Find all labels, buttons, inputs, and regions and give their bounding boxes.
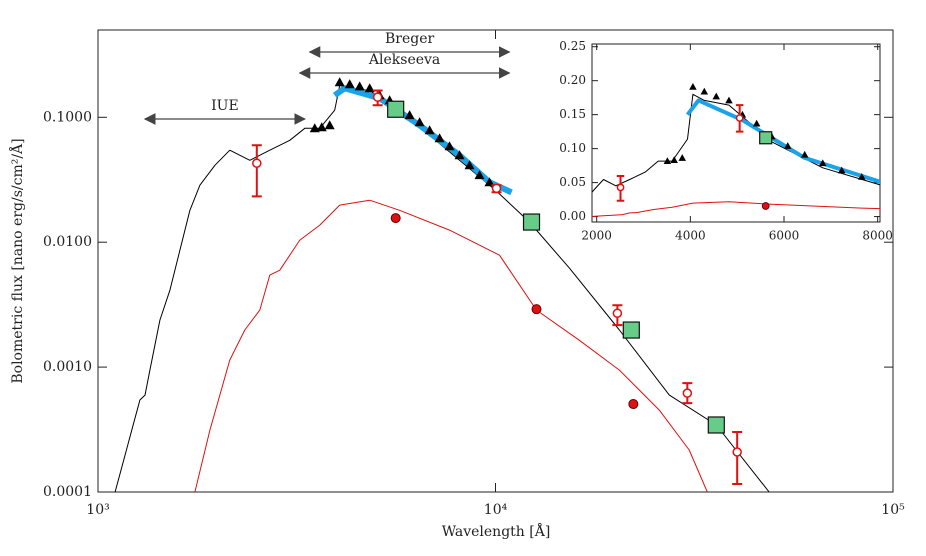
range-label: Alekseeva xyxy=(368,52,440,68)
triangle-marker xyxy=(484,177,495,187)
y-tick-label: 0.0100 xyxy=(43,234,92,250)
circle-marker xyxy=(531,304,542,315)
y-tick-label: 0.00 xyxy=(559,209,586,223)
triangle-marker xyxy=(689,83,697,90)
open-circle-marker xyxy=(732,447,742,457)
range-label: IUE xyxy=(211,98,239,114)
spectrum-line xyxy=(592,201,880,217)
open-circle-marker xyxy=(616,183,625,192)
circle-marker xyxy=(761,202,770,210)
y-tick-label: 0.10 xyxy=(559,141,586,155)
triangle-marker xyxy=(725,96,733,104)
triangle-marker xyxy=(752,119,761,127)
spectrum-line xyxy=(592,93,880,193)
x-tick-label: 4000 xyxy=(675,229,706,243)
triangle-marker xyxy=(858,173,866,180)
x-tick-label: 2000 xyxy=(581,229,612,243)
spectrum-line xyxy=(194,199,708,492)
triangle-marker xyxy=(334,77,345,87)
triangle-marker xyxy=(464,160,475,170)
square-marker xyxy=(622,321,640,339)
square-marker xyxy=(387,100,405,118)
triangle-marker xyxy=(424,125,435,135)
square-marker xyxy=(707,416,725,434)
triangle-marker xyxy=(879,184,880,186)
square-marker xyxy=(522,213,541,231)
triangle-marker xyxy=(354,81,365,91)
x-axis-label: Wavelength [Å] xyxy=(442,522,551,540)
y-tick-label: 0.20 xyxy=(559,73,586,87)
triangle-marker xyxy=(414,117,425,127)
plot-area xyxy=(114,77,770,492)
error-bar xyxy=(251,144,262,198)
y-tick-label: 0.15 xyxy=(559,107,586,121)
error-bar xyxy=(732,431,743,485)
triangle-marker xyxy=(454,150,465,160)
triangle-marker xyxy=(712,92,720,100)
triangle-marker xyxy=(670,156,678,164)
range-label: Breger xyxy=(385,31,435,47)
square-marker xyxy=(759,131,773,145)
y-tick-label: 0.05 xyxy=(559,175,586,189)
triangle-marker xyxy=(663,157,672,165)
open-circle-marker xyxy=(682,388,693,398)
triangle-marker xyxy=(818,159,827,167)
circle-marker xyxy=(628,399,639,410)
x-tick-label: 6000 xyxy=(769,229,800,243)
triangle-marker xyxy=(678,154,686,161)
triangle-marker xyxy=(316,122,327,132)
x-tick-label: 8000 xyxy=(862,229,893,243)
triangle-marker xyxy=(444,141,455,151)
open-circle-marker xyxy=(612,308,623,318)
y-tick-label: 0.1000 xyxy=(43,109,92,125)
triangle-marker xyxy=(404,110,415,120)
x-tick-label: 10³ xyxy=(86,502,109,518)
triangle-marker xyxy=(364,83,375,93)
plot-frame xyxy=(591,43,881,223)
triangle-marker xyxy=(324,120,335,130)
y-axis-label: Bolometric flux [nano erg/s/cm²/Å] xyxy=(8,138,26,383)
triangle-marker xyxy=(309,123,320,133)
open-circle-marker xyxy=(372,92,383,102)
open-circle-marker xyxy=(252,158,262,168)
x-tick-label: 10⁵ xyxy=(881,502,905,518)
triangle-marker xyxy=(344,79,355,89)
inset: 0.00 0.05 0.10 0.15 0.20 0.25 2000 4000 6000 8000 xyxy=(559,39,910,243)
triangle-marker xyxy=(434,133,445,143)
triangle-marker xyxy=(700,87,709,95)
spectrum-line xyxy=(685,98,880,184)
triangle-marker xyxy=(837,166,846,174)
triangle-marker xyxy=(902,185,910,192)
open-circle-marker xyxy=(735,114,744,122)
y-tick-label: 0.25 xyxy=(559,39,586,53)
y-tick-label: 0.0010 xyxy=(43,359,92,375)
open-circle-marker xyxy=(491,183,502,194)
triangle-marker xyxy=(783,142,792,149)
triangle-marker xyxy=(474,170,485,180)
x-tick-label: 10⁴ xyxy=(484,502,508,518)
y-tick-label: 0.0001 xyxy=(43,484,92,500)
plot-area xyxy=(592,83,910,217)
circle-marker xyxy=(390,213,401,224)
triangle-marker xyxy=(800,150,809,158)
